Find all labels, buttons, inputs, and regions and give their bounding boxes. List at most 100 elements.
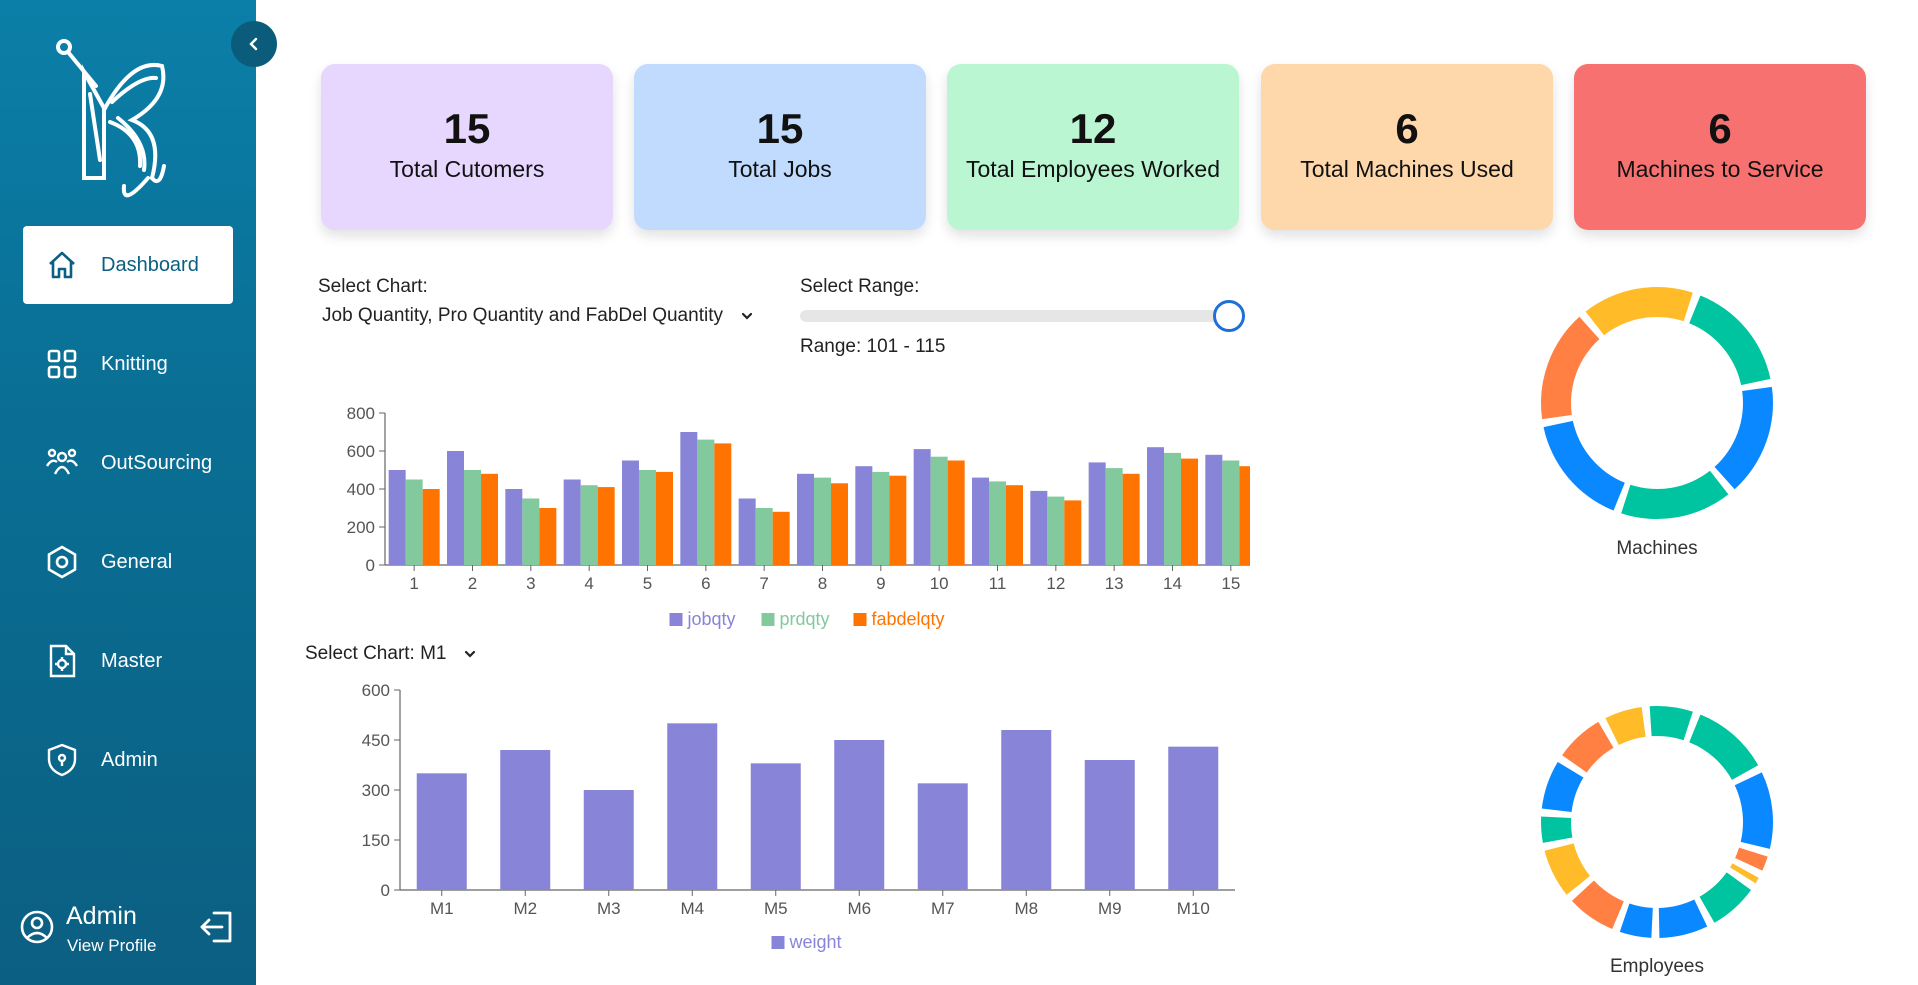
donut-slice[interactable] <box>1730 863 1759 884</box>
bar-prdqty-3[interactable] <box>522 498 540 566</box>
bar-prdqty-15[interactable] <box>1222 460 1240 566</box>
sidebar-item-label: OutSourcing <box>101 451 213 474</box>
bar-jobqty-8[interactable] <box>797 473 814 565</box>
bar-prdqty-11[interactable] <box>989 481 1006 565</box>
bar-prdqty-4[interactable] <box>580 485 598 565</box>
legend-label[interactable]: weight <box>789 932 842 952</box>
sidebar-item-outsourcing[interactable]: OutSourcing <box>23 424 233 502</box>
donut-slice[interactable] <box>1714 386 1773 490</box>
bar-jobqty-11[interactable] <box>972 477 989 565</box>
bar-prdqty-13[interactable] <box>1105 468 1123 565</box>
bar-jobqty-2[interactable] <box>447 451 464 565</box>
bar-jobqty-1[interactable] <box>388 470 406 565</box>
bar-fabdelqty-4[interactable] <box>597 487 615 565</box>
x-tick-label: 13 <box>1105 574 1124 593</box>
x-tick-label: 11 <box>989 574 1007 593</box>
bar-weight-M3[interactable] <box>583 790 634 890</box>
donut-slice[interactable] <box>1562 721 1614 773</box>
bar-weight-M5[interactable] <box>750 763 801 890</box>
bar-prdqty-5[interactable] <box>639 470 656 565</box>
logout-icon[interactable] <box>198 908 236 946</box>
bar-weight-M4[interactable] <box>667 723 718 890</box>
donut-slice[interactable] <box>1541 761 1584 812</box>
bar-fabdelqty-7[interactable] <box>772 511 790 565</box>
sidebar-item-dashboard[interactable]: Dashboard <box>23 226 233 304</box>
bar-fabdelqty-6[interactable] <box>714 443 732 565</box>
bar-jobqty-5[interactable] <box>622 460 639 566</box>
select-chart-dropdown[interactable]: Job Quantity, Pro Quantity and FabDel Qu… <box>322 305 760 327</box>
bar-fabdelqty-2[interactable] <box>481 473 498 565</box>
card-label: Total Employees Worked <box>966 156 1220 182</box>
select-machine-dropdown[interactable]: Select Chart: M1 <box>305 643 477 665</box>
card-value: 6 <box>1395 105 1419 152</box>
bar-fabdelqty-10[interactable] <box>947 460 965 566</box>
bar-jobqty-12[interactable] <box>1030 490 1048 565</box>
bar-weight-M10[interactable] <box>1168 746 1219 890</box>
donut-slice[interactable] <box>1585 287 1693 336</box>
donut-slice[interactable] <box>1543 420 1625 511</box>
legend-label[interactable]: fabdelqty <box>872 609 945 629</box>
sidebar-item-master[interactable]: Master <box>23 622 233 700</box>
bar-prdqty-14[interactable] <box>1164 452 1181 565</box>
bar-jobqty-6[interactable] <box>680 432 698 565</box>
bar-fabdelqty-13[interactable] <box>1122 473 1140 565</box>
bar-fabdelqty-12[interactable] <box>1064 500 1082 565</box>
bar-jobqty-9[interactable] <box>855 466 873 565</box>
bar-prdqty-2[interactable] <box>464 470 481 565</box>
donut-slice[interactable] <box>1735 847 1768 871</box>
bar-jobqty-10[interactable] <box>913 449 931 565</box>
bar-prdqty-12[interactable] <box>1047 496 1065 565</box>
bar-prdqty-8[interactable] <box>814 477 831 565</box>
donut-slice[interactable] <box>1541 316 1600 420</box>
bar-jobqty-4[interactable] <box>563 479 581 566</box>
sidebar-item-admin[interactable]: Admin <box>23 721 233 799</box>
donut-slice[interactable] <box>1689 295 1771 386</box>
legend-label[interactable]: jobqty <box>687 609 736 629</box>
bar-fabdelqty-5[interactable] <box>656 471 673 565</box>
bar-prdqty-10[interactable] <box>930 456 948 565</box>
bar-jobqty-3[interactable] <box>505 489 523 565</box>
bar-prdqty-1[interactable] <box>405 479 423 566</box>
bar-weight-M2[interactable] <box>500 750 551 890</box>
card-value: 15 <box>443 105 491 152</box>
donut-slice[interactable] <box>1649 706 1693 741</box>
donut-slice[interactable] <box>1544 843 1591 895</box>
bar-weight-M1[interactable] <box>416 773 467 890</box>
bar-weight-M7[interactable] <box>917 783 968 890</box>
donut-slice[interactable] <box>1619 903 1653 938</box>
sidebar-item-knitting[interactable]: Knitting <box>23 325 233 403</box>
donut-slice[interactable] <box>1689 714 1759 780</box>
bar-fabdelqty-8[interactable] <box>831 483 848 565</box>
bar-jobqty-14[interactable] <box>1147 447 1164 565</box>
donut-slice[interactable] <box>1699 872 1751 923</box>
legend-label[interactable]: prdqty <box>780 609 830 629</box>
bar-jobqty-7[interactable] <box>738 498 756 566</box>
donut-slice[interactable] <box>1605 707 1646 745</box>
bar-fabdelqty-11[interactable] <box>1006 485 1023 565</box>
bar-jobqty-13[interactable] <box>1088 462 1106 565</box>
donut-slice[interactable] <box>1541 816 1573 843</box>
collapse-sidebar-button[interactable] <box>231 21 277 67</box>
shield-icon <box>45 743 79 777</box>
bar-prdqty-7[interactable] <box>755 508 773 565</box>
bar-fabdelqty-15[interactable] <box>1239 466 1250 565</box>
bar-weight-M6[interactable] <box>834 740 885 890</box>
sidebar-item-label: Dashboard <box>101 253 199 276</box>
bar-fabdelqty-14[interactable] <box>1181 458 1198 565</box>
donut-slice[interactable] <box>1621 470 1729 519</box>
donut-slice[interactable] <box>1658 899 1708 938</box>
donut-slice[interactable] <box>1734 772 1773 849</box>
bar-fabdelqty-3[interactable] <box>539 508 557 565</box>
bar-weight-M8[interactable] <box>1001 730 1052 890</box>
range-slider-track[interactable] <box>800 310 1230 322</box>
view-profile-link[interactable]: View Profile <box>67 936 157 955</box>
bar-fabdelqty-1[interactable] <box>422 489 440 565</box>
bar-prdqty-9[interactable] <box>872 471 890 565</box>
bar-weight-M9[interactable] <box>1084 760 1135 890</box>
range-slider-thumb[interactable] <box>1213 300 1245 332</box>
bar-fabdelqty-9[interactable] <box>889 475 907 565</box>
bar-jobqty-15[interactable] <box>1205 454 1223 565</box>
bar-prdqty-6[interactable] <box>697 439 715 565</box>
sidebar-item-general[interactable]: General <box>23 523 233 601</box>
donut-slice[interactable] <box>1571 880 1624 930</box>
